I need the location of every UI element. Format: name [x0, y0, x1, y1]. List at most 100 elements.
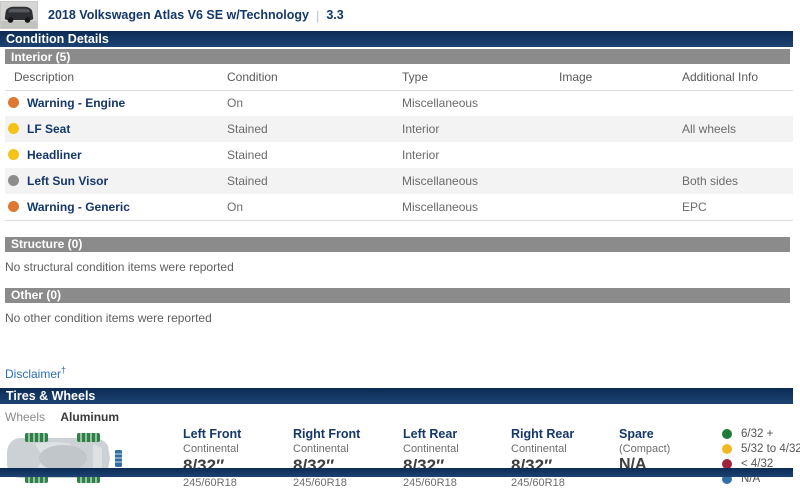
- condition-item-link[interactable]: Warning - Generic: [27, 199, 130, 214]
- section-header-other: Other (0): [5, 287, 790, 303]
- tire-info-left-front: Left Front Continental 8/32″ 245/60R18: [183, 427, 288, 489]
- col-additional-info: Additional Info: [680, 64, 793, 91]
- tire-size: 245/60R18: [293, 476, 347, 489]
- tire-left-front-icon: [25, 432, 48, 442]
- image-cell: [557, 142, 680, 168]
- section-header-condition-details: Condition Details: [0, 31, 793, 47]
- wheels-label: Wheels: [5, 409, 46, 424]
- additional-info-cell: EPC: [682, 199, 707, 214]
- col-description: Description: [5, 64, 225, 91]
- tire-brand: Continental: [403, 442, 459, 455]
- type-cell: Miscellaneous: [400, 168, 557, 194]
- tire-info-right-front: Right Front Continental 8/32″ 245/60R18: [293, 427, 398, 489]
- col-condition: Condition: [225, 64, 400, 91]
- condition-row: Left Sun Visor Stained Miscellaneous Bot…: [5, 168, 793, 194]
- additional-info-cell: [680, 90, 793, 116]
- condition-cell: On: [227, 199, 244, 214]
- additional-info-cell: [680, 142, 793, 168]
- legend-label: < 4/32: [741, 458, 774, 470]
- tire-size: 245/60R18: [403, 476, 457, 489]
- condition-grade: 3.3: [326, 8, 344, 22]
- wheels-value: Aluminum: [60, 409, 120, 424]
- vehicle-thumbnail[interactable]: [0, 0, 38, 29]
- condition-row: Headliner Stained Interior: [5, 142, 793, 168]
- condition-row: LF Seat Stained Interior All wheels: [5, 116, 793, 142]
- tire-brand: Continental: [183, 442, 239, 455]
- vehicle-photo-icon: [1, 1, 37, 28]
- next-section-header-partial: [0, 468, 793, 477]
- image-cell: [557, 194, 680, 220]
- type-cell: Miscellaneous: [402, 96, 479, 111]
- vehicle-header: 2018 Volkswagen Atlas V6 SE w/Technology…: [0, 0, 800, 30]
- condition-row: Warning - Engine On Miscellaneous: [5, 90, 793, 116]
- tire-position: Right Front: [293, 426, 361, 441]
- tire-info-left-rear: Left Rear Continental 8/32″ 245/60R18: [403, 427, 508, 489]
- additional-info-cell: All wheels: [680, 116, 793, 142]
- tire-position: Left Front: [183, 426, 242, 441]
- type-cell: Interior: [400, 116, 557, 142]
- structure-empty-message: No structural condition items were repor…: [5, 259, 234, 274]
- disclaimer-link[interactable]: Disclaimer†: [5, 364, 67, 381]
- tire-brand: (Compact): [619, 442, 671, 455]
- tire-left-rear-icon: [77, 432, 100, 442]
- condition-cell: Stained: [225, 168, 400, 194]
- tire-info-right-rear: Right Rear Continental 8/32″ 245/60R18: [511, 427, 616, 489]
- section-header-interior: Interior (5): [5, 49, 790, 64]
- structure-title: Structure (0): [11, 237, 83, 251]
- condition-cell: Stained: [225, 116, 400, 142]
- tire-size: 245/60R18: [183, 476, 237, 489]
- table-header-row: Description Condition Type Image Additio…: [5, 64, 793, 91]
- severity-dot-icon: [8, 97, 19, 109]
- vehicle-top-view-diagram: [7, 432, 122, 483]
- tire-brand: Continental: [293, 442, 349, 455]
- disclaimer-label: Disclaimer: [5, 366, 62, 381]
- tread-depth-legend: 6/32 + 5/32 to 4/32 < 4/32 N/A: [722, 427, 800, 487]
- section-title: Condition Details: [6, 32, 109, 46]
- legend-red-dot-icon: [722, 459, 732, 469]
- condition-row: Warning - Generic On Miscellaneous EPC: [5, 194, 793, 220]
- title-separator: |: [315, 7, 320, 23]
- tire-position: Spare: [619, 426, 654, 441]
- severity-dot-icon: [8, 175, 19, 186]
- image-cell: [557, 168, 680, 194]
- image-cell: [557, 90, 680, 116]
- image-cell: [557, 116, 680, 142]
- type-cell: Miscellaneous: [402, 199, 479, 214]
- tire-spare-icon: [115, 449, 122, 467]
- tire-brand: Continental: [511, 442, 567, 455]
- condition-item-link[interactable]: Headliner: [27, 148, 82, 162]
- tire-position: Right Rear: [511, 426, 575, 441]
- severity-dot-icon: [8, 200, 19, 212]
- section-header-tires-wheels: Tires & Wheels: [0, 387, 793, 404]
- severity-dot-icon: [8, 123, 19, 134]
- severity-dot-icon: [8, 149, 19, 160]
- tires-panel: Left Front Continental 8/32″ 245/60R18 R…: [0, 426, 800, 489]
- wheels-material-row: Wheels Aluminum: [5, 410, 800, 424]
- type-cell: Interior: [402, 148, 440, 162]
- legend-item: 6/32 +: [722, 427, 800, 442]
- legend-item: < 4/32: [722, 457, 800, 472]
- col-image: Image: [557, 64, 680, 91]
- tire-info-spare: Spare (Compact) N/A: [619, 427, 724, 475]
- tire-position: Left Rear: [403, 426, 458, 441]
- other-empty-message: No other condition items were reported: [5, 310, 212, 325]
- legend-item: 5/32 to 4/32: [722, 442, 800, 457]
- col-type: Type: [400, 64, 557, 91]
- condition-item-link[interactable]: Left Sun Visor: [27, 174, 109, 188]
- section-header-structure: Structure (0): [5, 236, 790, 252]
- interior-title: Interior (5): [11, 49, 71, 64]
- tires-wheels-title: Tires & Wheels: [6, 388, 96, 403]
- legend-label: 5/32 to 4/32: [741, 443, 800, 455]
- disclaimer-dagger: †: [61, 364, 67, 375]
- legend-green-dot-icon: [722, 429, 732, 439]
- other-title: Other (0): [11, 288, 62, 302]
- legend-label: 6/32 +: [741, 428, 774, 440]
- legend-yellow-dot-icon: [722, 444, 732, 454]
- condition-item-link[interactable]: LF Seat: [27, 122, 71, 136]
- condition-cell: Stained: [227, 148, 268, 162]
- condition-item-link[interactable]: Warning - Engine: [27, 96, 126, 111]
- condition-cell: On: [227, 96, 244, 111]
- interior-condition-table: Description Condition Type Image Additio…: [5, 64, 793, 221]
- vehicle-title: 2018 Volkswagen Atlas V6 SE w/Technology: [48, 8, 309, 22]
